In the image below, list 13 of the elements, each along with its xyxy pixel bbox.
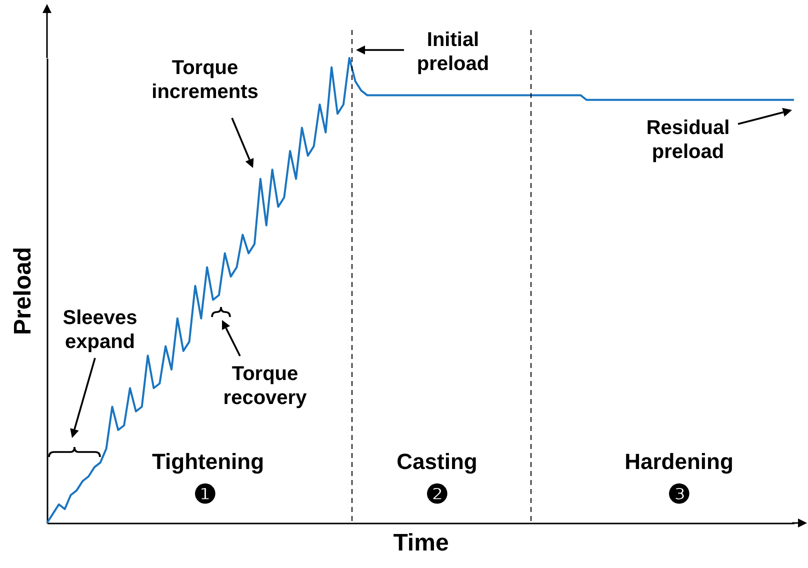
annotation: Initial preload [416, 29, 490, 75]
annotation: ❷ [426, 479, 448, 509]
y-axis-title: Preload [10, 246, 36, 336]
annotation: Torque recovery [223, 363, 308, 409]
annotation: Residual preload [646, 117, 730, 163]
x-axis-title: Time [393, 530, 449, 556]
annotation: Tightening [152, 449, 264, 474]
annotation: Casting [396, 449, 478, 474]
annotation: Hardening [624, 449, 734, 474]
annotation: Sleeves expand [62, 307, 138, 353]
annotation: ❶ [194, 479, 216, 509]
annotation: Torque increments [152, 57, 258, 103]
annotation: ❸ [668, 479, 690, 509]
